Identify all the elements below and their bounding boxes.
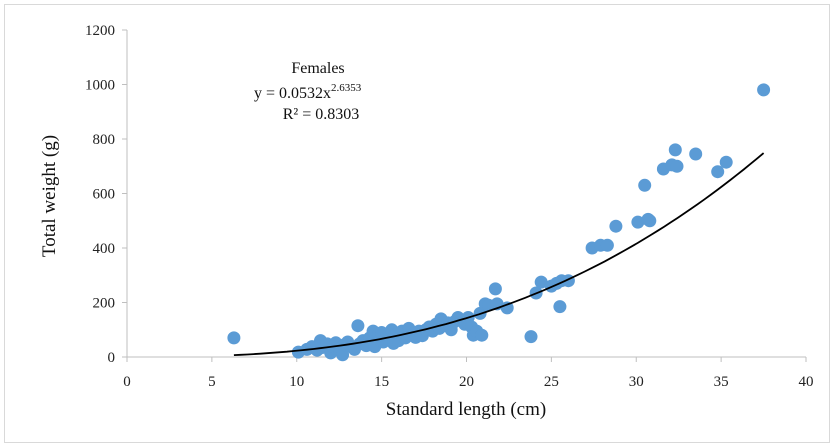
y-tick-label: 1000 (85, 78, 115, 94)
y-tick-label: 400 (93, 241, 116, 257)
data-point (553, 300, 567, 314)
data-point (757, 83, 771, 97)
data-point (524, 330, 538, 344)
x-tick-label: 10 (289, 374, 304, 390)
x-tick-label: 15 (374, 374, 389, 390)
equation-base: y = 0.0532x (254, 85, 331, 102)
y-tick-label: 1200 (85, 23, 115, 39)
trendline-equation: y = 0.0532x2.6353 (254, 82, 362, 102)
x-tick-label: 0 (123, 374, 131, 390)
data-points (227, 83, 771, 362)
data-point (488, 282, 502, 296)
x-tick-label: 30 (629, 374, 644, 390)
data-point (668, 143, 682, 157)
x-axis (126, 356, 807, 362)
data-point (500, 301, 514, 315)
y-tick-label: 600 (93, 187, 116, 203)
x-tick-label: 40 (799, 374, 814, 390)
r-squared-label: R² = 0.8303 (283, 106, 360, 123)
power-trendline (233, 152, 765, 356)
x-tick-label: 5 (208, 374, 216, 390)
data-point (643, 214, 657, 228)
x-tick-label: 35 (714, 374, 729, 390)
data-point (711, 165, 725, 179)
data-point (227, 331, 241, 345)
equation-exponent: 2.6353 (331, 82, 362, 94)
x-tick-labels: 0 5 10 15 20 25 30 35 40 (123, 374, 813, 390)
y-tick-label: 800 (93, 132, 116, 148)
series-annotation-title: Females (291, 60, 344, 77)
data-point (336, 348, 350, 362)
data-point (351, 319, 365, 333)
x-tick-label: 25 (544, 374, 559, 390)
data-point (689, 147, 703, 161)
y-tick-label: 200 (93, 296, 116, 312)
x-tick-label: 20 (459, 374, 474, 390)
data-point (600, 238, 614, 252)
y-tick-label: 0 (108, 350, 116, 366)
data-point (638, 178, 652, 192)
chart-frame (4, 4, 830, 443)
y-axis-title: Total weight (g) (39, 135, 60, 257)
data-point (670, 159, 684, 173)
data-point (631, 215, 645, 229)
data-point (534, 275, 548, 289)
data-point (609, 219, 623, 233)
x-axis-title: Standard length (cm) (386, 399, 546, 420)
y-axis (122, 29, 128, 358)
data-point (475, 328, 489, 342)
y-tick-labels: 0 200 400 600 800 1000 1200 (85, 23, 115, 366)
data-point (719, 155, 733, 169)
